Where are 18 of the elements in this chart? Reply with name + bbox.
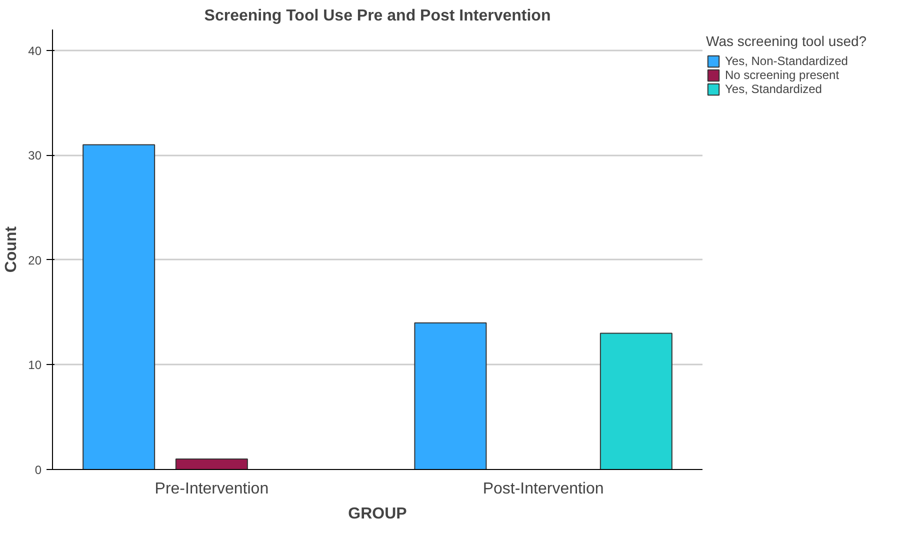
bar bbox=[82, 144, 156, 470]
legend-label: No screening present bbox=[725, 68, 840, 82]
chart-title: Screening Tool Use Pre and Post Intervention bbox=[204, 8, 551, 24]
bar bbox=[600, 332, 672, 470]
legend-label: Yes, Non-Standardized bbox=[725, 54, 848, 68]
y-axis-title: Count bbox=[3, 226, 20, 273]
legend-label: Yes, Standardized bbox=[725, 82, 822, 96]
x-axis-title: GROUP bbox=[348, 506, 408, 522]
x-tick-label: Post-Intervention bbox=[482, 480, 604, 498]
x-tick-label: Pre-Intervention bbox=[154, 480, 269, 498]
legend-title: Was screening tool used? bbox=[706, 33, 867, 49]
bar bbox=[414, 322, 487, 470]
y-tick-label: 40 bbox=[28, 44, 42, 58]
y-tick-label: 20 bbox=[28, 253, 42, 268]
bar bbox=[175, 458, 248, 470]
y-tick-label: 10 bbox=[28, 358, 42, 372]
y-tick-label: 0 bbox=[34, 463, 42, 477]
y-tick-label: 30 bbox=[28, 148, 42, 163]
